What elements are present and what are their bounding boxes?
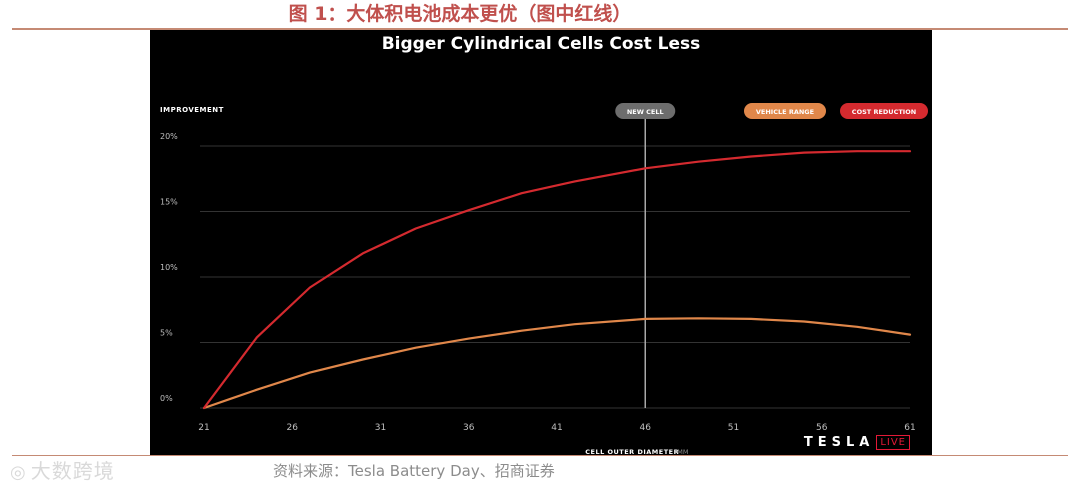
x-axis-label: CELL OUTER DIAMETER bbox=[585, 448, 679, 456]
y-tick-label-5: 5% bbox=[160, 329, 173, 338]
top-divider bbox=[12, 28, 1068, 30]
x-tick-label-46: 46 bbox=[640, 423, 652, 433]
x-tick-label-21: 21 bbox=[198, 423, 209, 433]
tesla-wordmark: TESLA bbox=[803, 435, 875, 450]
new-cell-label: NEW CELL bbox=[627, 108, 664, 116]
line-chart: IMPROVEMENT 0% 5% 10% 15% 20% 21 26 31 36 41 46 51 56… bbox=[160, 103, 928, 456]
series-line-vehicle-range bbox=[202, 317, 912, 410]
source-note: 资料来源：Tesla Battery Day、招商证券 bbox=[273, 462, 555, 480]
live-badge: LIVE bbox=[876, 435, 910, 450]
legend-label-cost-reduction: COST REDUCTION bbox=[852, 108, 916, 116]
watermark: ◎ 大数跨境 bbox=[10, 455, 115, 484]
x-tick-label-41: 41 bbox=[551, 423, 562, 433]
chart-panel: Bigger Cylindrical Cells Cost Less IMPRO… bbox=[150, 30, 932, 456]
tesla-live-logo: TESLA LIVE bbox=[804, 435, 910, 450]
y-tick-label-20: 20% bbox=[160, 132, 178, 141]
x-tick-label-56: 56 bbox=[816, 423, 828, 433]
y-tick-label-15: 15% bbox=[160, 198, 178, 207]
x-tick-label-31: 31 bbox=[375, 423, 386, 433]
chart-title: Bigger Cylindrical Cells Cost Less bbox=[381, 34, 701, 54]
bottom-divider bbox=[12, 455, 1068, 456]
legend-pill-vehicle-range bbox=[744, 103, 826, 119]
y-tick-label-0: 0% bbox=[160, 394, 173, 403]
x-tick-label-36: 36 bbox=[463, 423, 475, 433]
x-tick-label-61: 61 bbox=[904, 423, 915, 433]
legend-pill-cost-reduction bbox=[840, 103, 928, 119]
y-axis-label: IMPROVEMENT bbox=[160, 106, 224, 114]
x-axis-unit: MM bbox=[677, 448, 688, 456]
new-cell-badge bbox=[615, 103, 676, 119]
legend-label-vehicle-range: VEHICLE RANGE bbox=[756, 108, 814, 116]
series-line-cost-reduction bbox=[202, 150, 912, 410]
y-tick-label-10: 10% bbox=[160, 263, 178, 272]
watermark-logo-icon: ◎ bbox=[10, 462, 27, 483]
x-tick-label-51: 51 bbox=[728, 423, 739, 433]
x-tick-label-26: 26 bbox=[287, 423, 299, 433]
figure-title: 图 1：大体积电池成本更优（图中红线） bbox=[288, 3, 632, 25]
watermark-text: 大数跨境 bbox=[30, 459, 115, 483]
